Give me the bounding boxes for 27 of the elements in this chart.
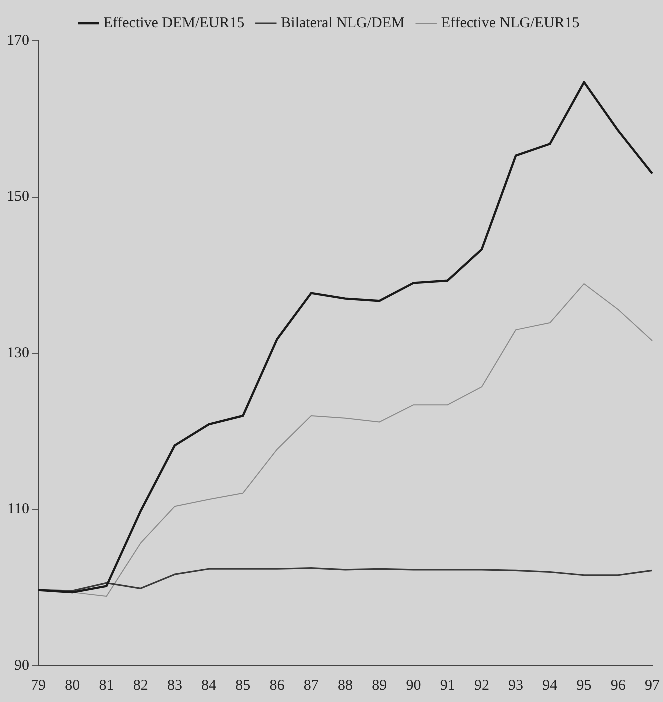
y-tick-label: 150 — [7, 189, 30, 206]
x-tick-label: 94 — [542, 678, 558, 694]
x-tick-label: 97 — [645, 678, 660, 694]
x-tick-label: 91 — [440, 678, 456, 694]
legend-label: Bilateral NLG/DEM — [281, 15, 405, 32]
legend-label: Effective NLG/EUR15 — [441, 15, 580, 32]
x-tick-label: 86 — [270, 678, 286, 694]
x-tick-label: 83 — [167, 678, 182, 694]
x-tick-label: 85 — [236, 678, 251, 694]
x-tick-label: 93 — [508, 678, 524, 694]
x-tick-label: 96 — [610, 678, 626, 694]
y-tick-label: 130 — [7, 345, 30, 362]
x-tick-label: 89 — [372, 678, 388, 694]
y-tick-label: 110 — [8, 502, 30, 518]
x-tick-label: 79 — [31, 678, 46, 694]
x-tick-label: 95 — [576, 678, 592, 694]
x-tick-label: 88 — [338, 678, 353, 694]
y-tick-label: 90 — [14, 658, 30, 674]
x-tick-label: 81 — [99, 678, 114, 694]
x-tick-label: 92 — [474, 678, 490, 694]
legend-label: Effective DEM/EUR15 — [104, 15, 245, 32]
x-tick-label: 82 — [133, 678, 148, 694]
x-tick-label: 80 — [65, 678, 80, 694]
y-tick-label: 170 — [7, 32, 30, 49]
x-tick-label: 87 — [304, 678, 320, 694]
x-tick-label: 90 — [406, 678, 422, 694]
x-tick-label: 84 — [202, 678, 218, 694]
